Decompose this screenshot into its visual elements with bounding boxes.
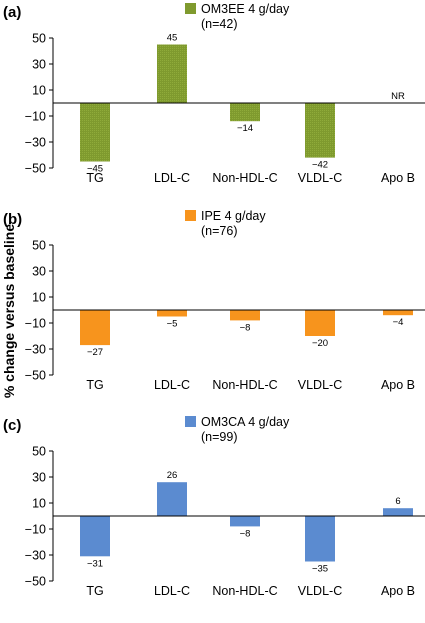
panel-label: (c): [3, 417, 21, 434]
legend-swatch: [185, 416, 196, 427]
data-label: −8: [240, 528, 251, 539]
y-tick-label: 10: [32, 84, 46, 98]
x-category-label: Non-HDL-C: [212, 171, 277, 185]
x-category-label: TG: [86, 378, 103, 392]
y-tick-label: −50: [25, 369, 46, 383]
data-label: 45: [167, 33, 178, 44]
x-category-label: TG: [86, 584, 103, 598]
x-category-label: TG: [86, 171, 103, 185]
y-tick-label: −10: [25, 317, 46, 331]
y-axis-label: % change versus baseline: [1, 224, 17, 399]
data-label: −42: [312, 160, 328, 171]
legend-label: OM3CA 4 g/day: [201, 415, 290, 429]
y-tick-label: −30: [25, 136, 46, 150]
y-tick-label: 30: [32, 58, 46, 72]
bar-non-hdl-c: [230, 103, 260, 122]
panel-label: (a): [3, 4, 21, 21]
x-category-label: Apo B: [381, 171, 415, 185]
y-tick-label: −50: [25, 162, 46, 176]
y-tick-label: 10: [32, 291, 46, 305]
legend-n: (n=42): [201, 17, 237, 31]
bar-tg: [80, 516, 110, 557]
y-tick-label: −30: [25, 549, 46, 563]
legend-swatch: [185, 3, 196, 14]
panel-c: (c) OM3CA 4 g/day(n=99) 50 30 10 −10 −30 −50 −31…: [3, 415, 425, 598]
data-label: −45: [87, 164, 103, 175]
bar-apo-b: [383, 310, 413, 316]
y-tick-label: −50: [25, 575, 46, 589]
y-tick-label: −10: [25, 523, 46, 537]
x-category-label: Apo B: [381, 378, 415, 392]
data-label: −8: [240, 322, 251, 333]
x-category-label: LDL-C: [154, 584, 190, 598]
y-tick-label: 50: [32, 32, 46, 46]
x-category-label: VLDL-C: [298, 584, 342, 598]
x-category-label: Non-HDL-C: [212, 378, 277, 392]
legend-n: (n=99): [201, 430, 237, 444]
bar-tg: [80, 310, 110, 346]
y-tick-label: 10: [32, 497, 46, 511]
bar-ldl-c: [157, 482, 187, 516]
legend-label: OM3EE 4 g/day: [201, 2, 290, 16]
bar-vldl-c: [305, 103, 335, 158]
bar-tg: [80, 103, 110, 162]
x-category-label: VLDL-C: [298, 171, 342, 185]
y-tick-label: 50: [32, 445, 46, 459]
data-label: 6: [395, 496, 400, 507]
panel-b: (b) IPE 4 g/day(n=76) 50 30 10 −10 −30 −50 −27 −5…: [3, 209, 425, 392]
y-tick-label: 50: [32, 239, 46, 253]
bar-non-hdl-c: [230, 516, 260, 527]
legend-label: IPE 4 g/day: [201, 209, 266, 223]
y-tick-label: −30: [25, 343, 46, 357]
x-category-label: VLDL-C: [298, 378, 342, 392]
data-label: −14: [237, 123, 253, 134]
data-label: −5: [167, 319, 178, 330]
x-category-label: Non-HDL-C: [212, 584, 277, 598]
bar-apo-b: [383, 508, 413, 516]
data-label: 26: [167, 470, 178, 481]
data-label: −27: [87, 347, 103, 358]
data-label: −31: [87, 558, 103, 569]
data-label: −20: [312, 338, 328, 349]
bar-ldl-c: [157, 44, 187, 103]
panel-a: (a) OM3EE 4 g/day(n=42) 50 30 10 −10 −30 −50 −45…: [3, 2, 425, 185]
y-tick-label: 30: [32, 471, 46, 485]
x-category-label: LDL-C: [154, 378, 190, 392]
bar-ldl-c: [157, 310, 187, 317]
bar-non-hdl-c: [230, 310, 260, 321]
y-tick-label: −10: [25, 110, 46, 124]
data-label: −35: [312, 564, 328, 575]
x-category-label: Apo B: [381, 584, 415, 598]
bar-vldl-c: [305, 516, 335, 562]
panel-label: (b): [3, 211, 22, 228]
data-label: −4: [393, 317, 404, 328]
data-label: NR: [391, 91, 405, 102]
legend-swatch: [185, 210, 196, 221]
legend-n: (n=76): [201, 224, 237, 238]
y-tick-label: 30: [32, 265, 46, 279]
bar-vldl-c: [305, 310, 335, 336]
x-category-label: LDL-C: [154, 171, 190, 185]
